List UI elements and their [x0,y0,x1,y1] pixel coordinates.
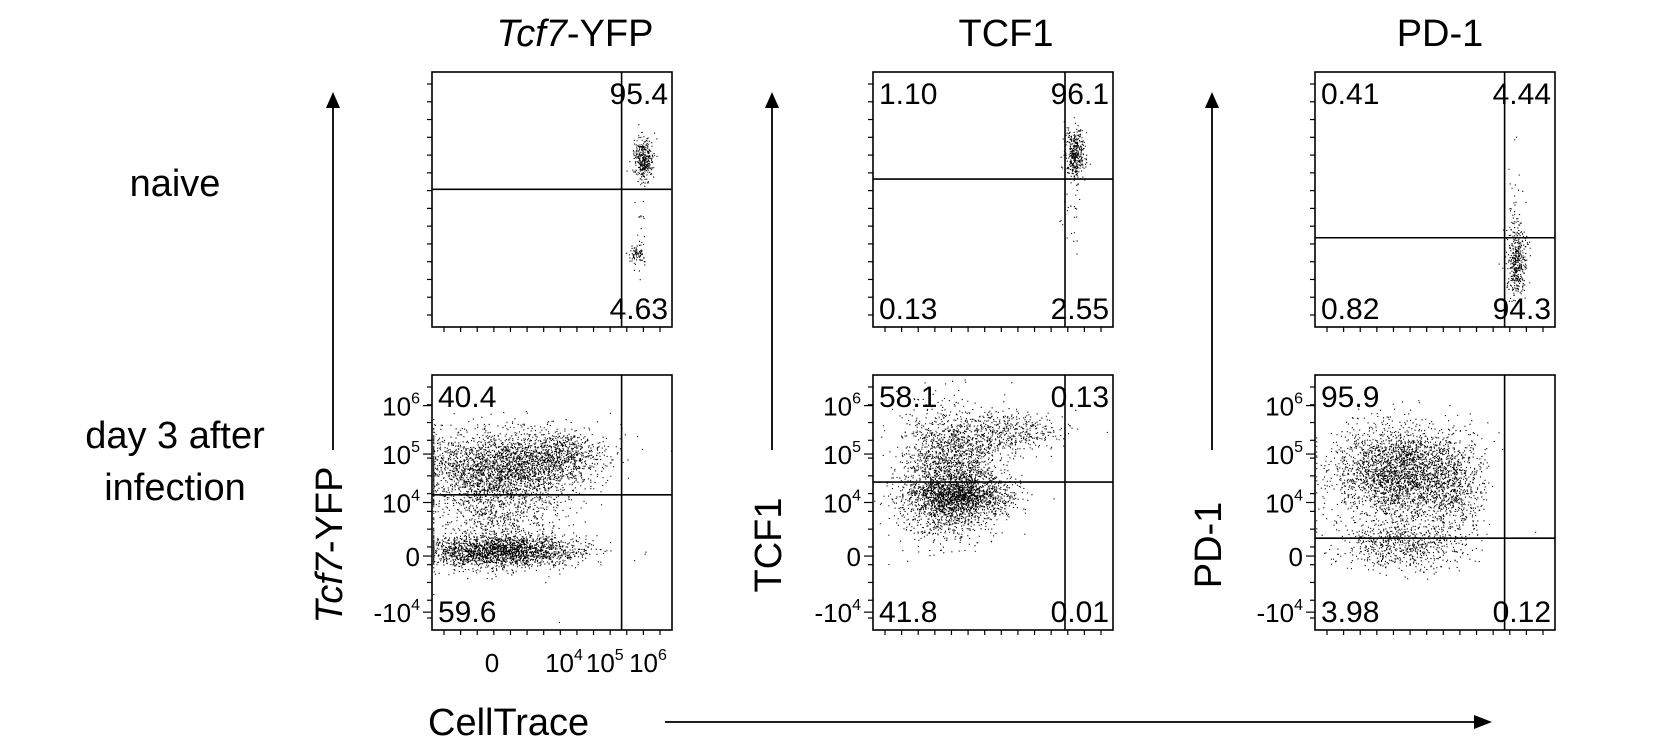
y-tick-label: 106 [382,391,420,422]
quadrant-label-upper-left: 95.9 [1321,381,1379,414]
column-title-2: TCF1 [959,13,1054,55]
column-title-italic: Tcf7 [497,13,569,55]
quadrant-label-upper-left: 1.10 [879,78,937,111]
quadrant-label-lower-left: 59.6 [438,596,496,629]
event-dots [874,379,1108,566]
quadrant-label-lower-right: 94.3 [1493,293,1551,326]
column-titles: Tcf7-YFP TCF1 PD-1 [497,13,1484,55]
event-cluster [1059,166,1081,255]
event-cluster [1316,400,1504,572]
y-tick-label: 105 [1265,439,1303,470]
event-dots [625,124,658,281]
y-tick-label: 104 [382,488,420,519]
event-dots [433,411,672,623]
axis-minor-ticks [868,83,1102,332]
column-title-text: -YFP [567,13,654,55]
scatter-panel-day3-2: 58.1 0.13 41.8 0.01 106 105 104 0 -104 [815,374,1114,635]
y-tick-label: 0 [847,542,861,572]
quadrant-label-lower-left: 0.82 [1321,293,1379,326]
plot-frame [1314,71,1556,328]
event-cluster [433,525,647,578]
event-dots [1059,102,1091,255]
axis-minor-ticks [868,386,1102,635]
y-tick-label: -104 [815,597,862,628]
column-title-text: TCF1 [959,13,1054,55]
quadrant-label-lower-right: 0.12 [1493,596,1551,629]
quadrant-label-lower-left: 41.8 [879,596,937,629]
quadrant-label-lower-left: 3.98 [1321,596,1379,629]
y-tick-label: 105 [382,439,420,470]
quadrant-label-upper-left: 58.1 [879,381,937,414]
y-tick-label: 106 [1265,391,1303,422]
axis-minor-ticks [1310,83,1544,332]
event-cluster [1060,102,1091,186]
event-cluster [879,379,1054,552]
column-title-3: PD-1 [1397,13,1484,55]
axis-labels: Tcf7-YFP TCF1 PD-1 CellTrace [309,92,1492,744]
y-axis-label-3: PD-1 [1188,502,1230,589]
axis-minor-ticks [427,386,661,635]
event-cluster [874,471,1026,566]
quadrant-label-upper-left: 0.41 [1321,78,1379,111]
quadrant-label-upper-right: 96.1 [1051,78,1109,111]
plot-frame [431,71,673,328]
x-tick-label: 0 [485,648,499,678]
y-tick-label: 104 [823,488,861,519]
axis-minor-ticks [1310,386,1544,635]
column-title-1: Tcf7-YFP [497,13,654,55]
scatter-panel-naive-1: 95.4 4.63 [427,71,673,332]
column-title-text: PD-1 [1397,13,1484,55]
y-axis-arrowhead [765,92,779,108]
event-cluster [433,441,587,623]
row-label-2-line-1: day 3 after [85,415,265,457]
quadrant-label-lower-right: 2.55 [1051,293,1109,326]
row-labels: naive day 3 after infection [85,163,265,509]
axis-minor-ticks [427,83,661,332]
scatter-panel-day3-3: 95.9 3.98 0.12 106 105 104 0 -104 [1257,374,1556,635]
event-dots [1316,400,1537,580]
event-cluster [634,182,646,281]
event-cluster [1498,204,1531,305]
y-tick-label: 104 [1265,488,1303,519]
row-label-1-line-1: naive [130,163,221,205]
x-tick-label: 104 [545,647,583,678]
event-dots [1498,136,1531,305]
y-axis-arrowhead [326,92,340,108]
row-label-2-line-2: infection [104,467,246,509]
event-cluster [433,411,672,532]
x-tick-label: 105 [586,647,624,678]
y-axis-label-2: TCF1 [748,498,790,593]
y-axis-arrowhead [1205,92,1219,108]
y-tick-label: 105 [823,439,861,470]
event-cluster [626,124,658,186]
x-axis-label: CellTrace [428,702,589,744]
y-axis-label-1: Tcf7-YFP [309,467,351,624]
quadrant-label-upper-right: 95.4 [610,78,668,111]
y-tick-label: -104 [1257,597,1304,628]
quadrant-label-upper-right: 4.44 [1493,78,1551,111]
event-cluster [1419,405,1491,569]
event-cluster [879,460,1055,530]
y-tick-label: 0 [406,542,420,572]
quadrant-label-upper-left: 40.4 [438,381,496,414]
y-tick-label: -104 [374,597,421,628]
event-cluster [486,419,626,484]
plot-frame [872,71,1114,328]
scatter-panel-naive-2: 1.10 96.1 0.13 2.55 [868,71,1114,332]
quadrant-label-lower-right: 4.63 [610,293,668,326]
y-tick-label: 0 [1289,542,1303,572]
scatter-panels: 95.4 4.63 1.10 96.1 0.13 2.55 0.41 4.44 0.82 94.3… [374,71,1556,678]
event-cluster [625,244,645,271]
scatter-panel-naive-3: 0.41 4.44 0.82 94.3 [1310,71,1556,332]
quadrant-label-lower-right: 0.01 [1051,596,1109,629]
x-tick-label: 106 [629,647,667,678]
quadrant-label-lower-left: 0.13 [879,293,937,326]
y-tick-label: 106 [823,391,861,422]
quadrant-label-upper-right: 0.13 [1051,381,1109,414]
x-axis-arrowhead [1474,715,1492,729]
